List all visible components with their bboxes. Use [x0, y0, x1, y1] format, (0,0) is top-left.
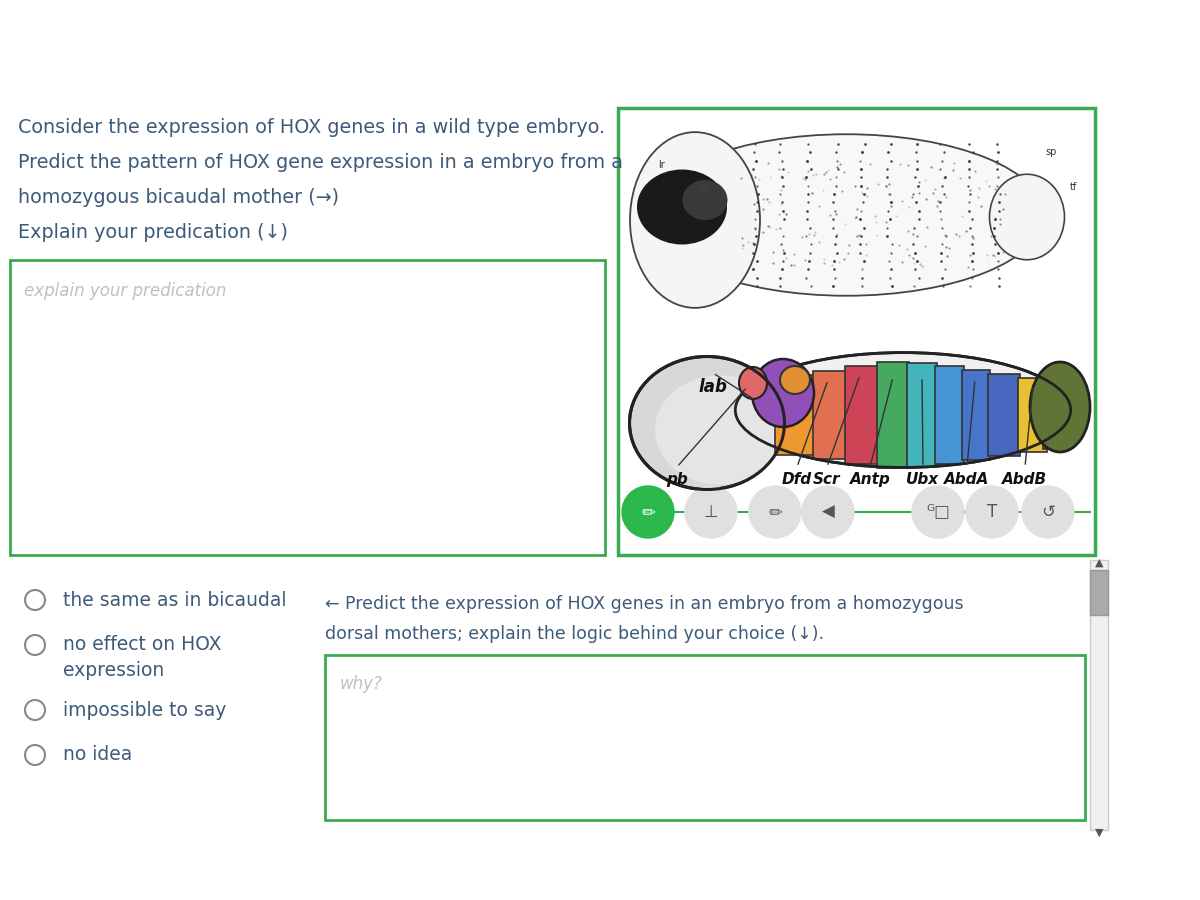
- Text: the same as in bicaudal: the same as in bicaudal: [64, 590, 287, 609]
- Text: Dfd: Dfd: [782, 472, 812, 487]
- Ellipse shape: [630, 132, 760, 308]
- Bar: [962, 370, 990, 460]
- Ellipse shape: [739, 367, 767, 399]
- Ellipse shape: [655, 375, 785, 484]
- Circle shape: [25, 700, 46, 720]
- Circle shape: [912, 486, 964, 538]
- Bar: [814, 371, 847, 459]
- Bar: [845, 366, 878, 464]
- Text: impossible to say: impossible to say: [64, 700, 227, 719]
- Circle shape: [749, 486, 802, 538]
- Text: ▼: ▼: [1094, 828, 1103, 838]
- Text: ✏: ✏: [641, 503, 655, 521]
- Ellipse shape: [630, 356, 785, 490]
- Ellipse shape: [637, 169, 727, 245]
- Text: T: T: [986, 503, 997, 521]
- Circle shape: [25, 635, 46, 655]
- Bar: [1090, 560, 1108, 830]
- Text: Predict the pattern of HOX gene expression in a embryo from a: Predict the pattern of HOX gene expressi…: [18, 153, 623, 172]
- Text: ▲: ▲: [1094, 558, 1103, 568]
- Bar: [877, 362, 910, 468]
- Text: no idea: no idea: [64, 745, 132, 764]
- Text: tf: tf: [1070, 182, 1078, 192]
- Bar: [10, 260, 605, 555]
- Text: ◀: ◀: [822, 503, 834, 521]
- Text: ✏: ✏: [768, 503, 782, 521]
- Ellipse shape: [752, 359, 814, 427]
- Text: ⊥: ⊥: [703, 503, 719, 521]
- Text: homozygous bicaudal mother (→): homozygous bicaudal mother (→): [18, 188, 340, 207]
- Text: explain your predication: explain your predication: [24, 282, 227, 300]
- Bar: [988, 374, 1020, 456]
- Text: expression: expression: [64, 661, 164, 680]
- Circle shape: [802, 486, 854, 538]
- Bar: [907, 363, 937, 467]
- Circle shape: [25, 745, 46, 765]
- Bar: [325, 655, 1085, 820]
- Text: dorsal mothers; explain the logic behind your choice (↓).: dorsal mothers; explain the logic behind…: [325, 625, 824, 643]
- Ellipse shape: [648, 134, 1044, 296]
- Text: lr: lr: [658, 160, 665, 170]
- Bar: [775, 375, 815, 454]
- Text: AbdB: AbdB: [1002, 472, 1048, 487]
- Ellipse shape: [683, 180, 727, 220]
- Circle shape: [1022, 486, 1074, 538]
- Bar: [1018, 378, 1046, 452]
- Circle shape: [685, 486, 737, 538]
- Ellipse shape: [1030, 362, 1090, 452]
- Text: ← Predict the expression of HOX genes in an embryo from a homozygous: ← Predict the expression of HOX genes in…: [325, 595, 964, 613]
- Text: pb: pb: [666, 472, 688, 487]
- Text: Ubx: Ubx: [906, 472, 940, 487]
- Text: hs: hs: [698, 184, 709, 194]
- Bar: [935, 366, 964, 464]
- Text: Explain your predication (↓): Explain your predication (↓): [18, 223, 288, 242]
- Circle shape: [622, 486, 674, 538]
- Bar: [618, 108, 1096, 555]
- Text: lab: lab: [698, 378, 727, 396]
- Text: ᴳ□: ᴳ□: [926, 503, 950, 521]
- Ellipse shape: [736, 353, 1070, 467]
- Text: no effect on HOX: no effect on HOX: [64, 635, 222, 654]
- Circle shape: [966, 486, 1018, 538]
- Ellipse shape: [990, 175, 1064, 260]
- Text: Antp: Antp: [850, 472, 890, 487]
- Ellipse shape: [780, 366, 810, 394]
- Text: AbdA: AbdA: [944, 472, 990, 487]
- Text: Scr: Scr: [814, 472, 841, 487]
- Text: Consider the expression of HOX genes in a wild type embryo.: Consider the expression of HOX genes in …: [18, 118, 605, 137]
- Bar: [1090, 570, 1108, 615]
- Text: sp: sp: [1045, 147, 1056, 157]
- Bar: [1043, 381, 1070, 449]
- Text: why?: why?: [340, 675, 383, 693]
- Circle shape: [25, 590, 46, 610]
- Text: ↺: ↺: [1042, 503, 1055, 521]
